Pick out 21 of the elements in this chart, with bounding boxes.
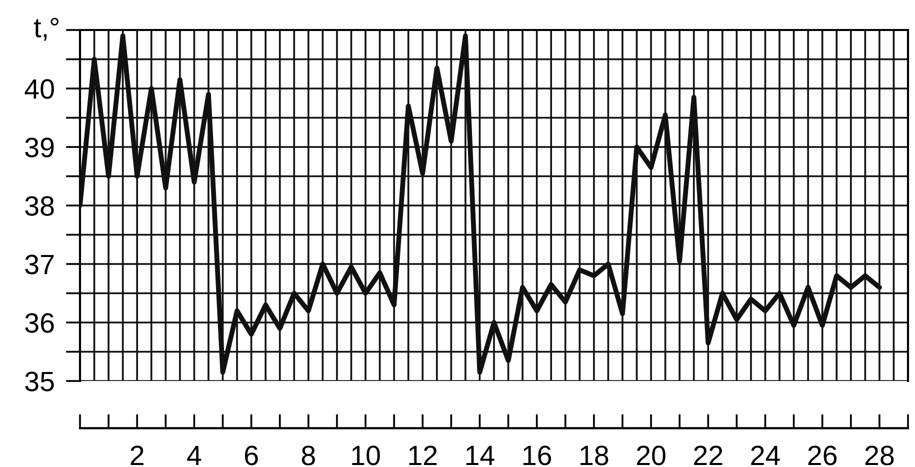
- x-tick-label: 16: [524, 446, 552, 466]
- x-tick-label: 10: [352, 446, 380, 466]
- x-tick-label: 2: [130, 446, 144, 466]
- x-tick-label: 28: [865, 446, 894, 466]
- x-tick-label: 22: [694, 446, 722, 466]
- y-tick-label: 36: [25, 313, 54, 333]
- x-tick-label: 20: [636, 446, 666, 466]
- y-tick-label: 40: [24, 79, 54, 99]
- x-tick-label: 18: [580, 446, 608, 466]
- y-tick-label: 35: [25, 372, 54, 392]
- x-tick-label: 6: [244, 446, 258, 466]
- y-tick-label: 39: [25, 138, 54, 158]
- x-tick-label: 24: [751, 446, 780, 466]
- y-axis-title: t,°: [34, 18, 58, 41]
- y-tick-label: 37: [25, 254, 54, 274]
- x-tick-label: 26: [808, 446, 837, 466]
- x-tick-label: 4: [187, 446, 202, 466]
- x-tick-label: 12: [409, 446, 437, 466]
- x-tick-label: 8: [302, 446, 315, 466]
- y-tick-label: 38: [25, 196, 54, 216]
- x-tick-label: 14: [466, 446, 494, 466]
